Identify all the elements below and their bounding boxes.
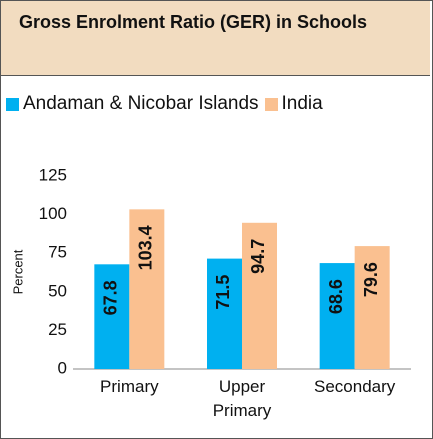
data-label: 68.6 (326, 279, 346, 314)
y-tick-label: 0 (58, 358, 67, 377)
legend: Andaman & Nicobar Islands India (6, 93, 329, 115)
legend-label: Andaman & Nicobar Islands (23, 93, 259, 114)
data-label: 103.4 (136, 225, 156, 270)
y-tick-label: 125 (39, 165, 67, 184)
legend-swatch (264, 97, 278, 111)
y-tick-label: 25 (48, 320, 67, 339)
x-tick-label: Secondary (314, 377, 396, 396)
bar (354, 246, 390, 369)
bar (242, 222, 277, 369)
legend-item: India (264, 93, 323, 115)
legend-label: India (281, 93, 323, 114)
data-label: 67.8 (101, 280, 121, 315)
bar (319, 263, 355, 369)
bar (129, 209, 165, 369)
bar (94, 264, 130, 369)
legend-item: Andaman & Nicobar Islands (6, 93, 259, 115)
x-tick-label: Primary (100, 377, 159, 396)
data-label: 71.5 (213, 275, 233, 310)
x-tick-label: Upper Primary (212, 377, 272, 420)
chart-title: Gross Enrolment Ratio (GER) in Schools (1, 1, 430, 76)
y-tick-label: 50 (48, 281, 67, 300)
bar (207, 258, 242, 369)
y-tick-label: 75 (48, 243, 67, 262)
legend-swatch (6, 97, 19, 111)
data-label: 94.7 (248, 239, 268, 274)
y-tick-label: 100 (39, 204, 67, 223)
y-axis-label: Percent (10, 249, 25, 294)
data-label: 79.6 (361, 262, 381, 297)
